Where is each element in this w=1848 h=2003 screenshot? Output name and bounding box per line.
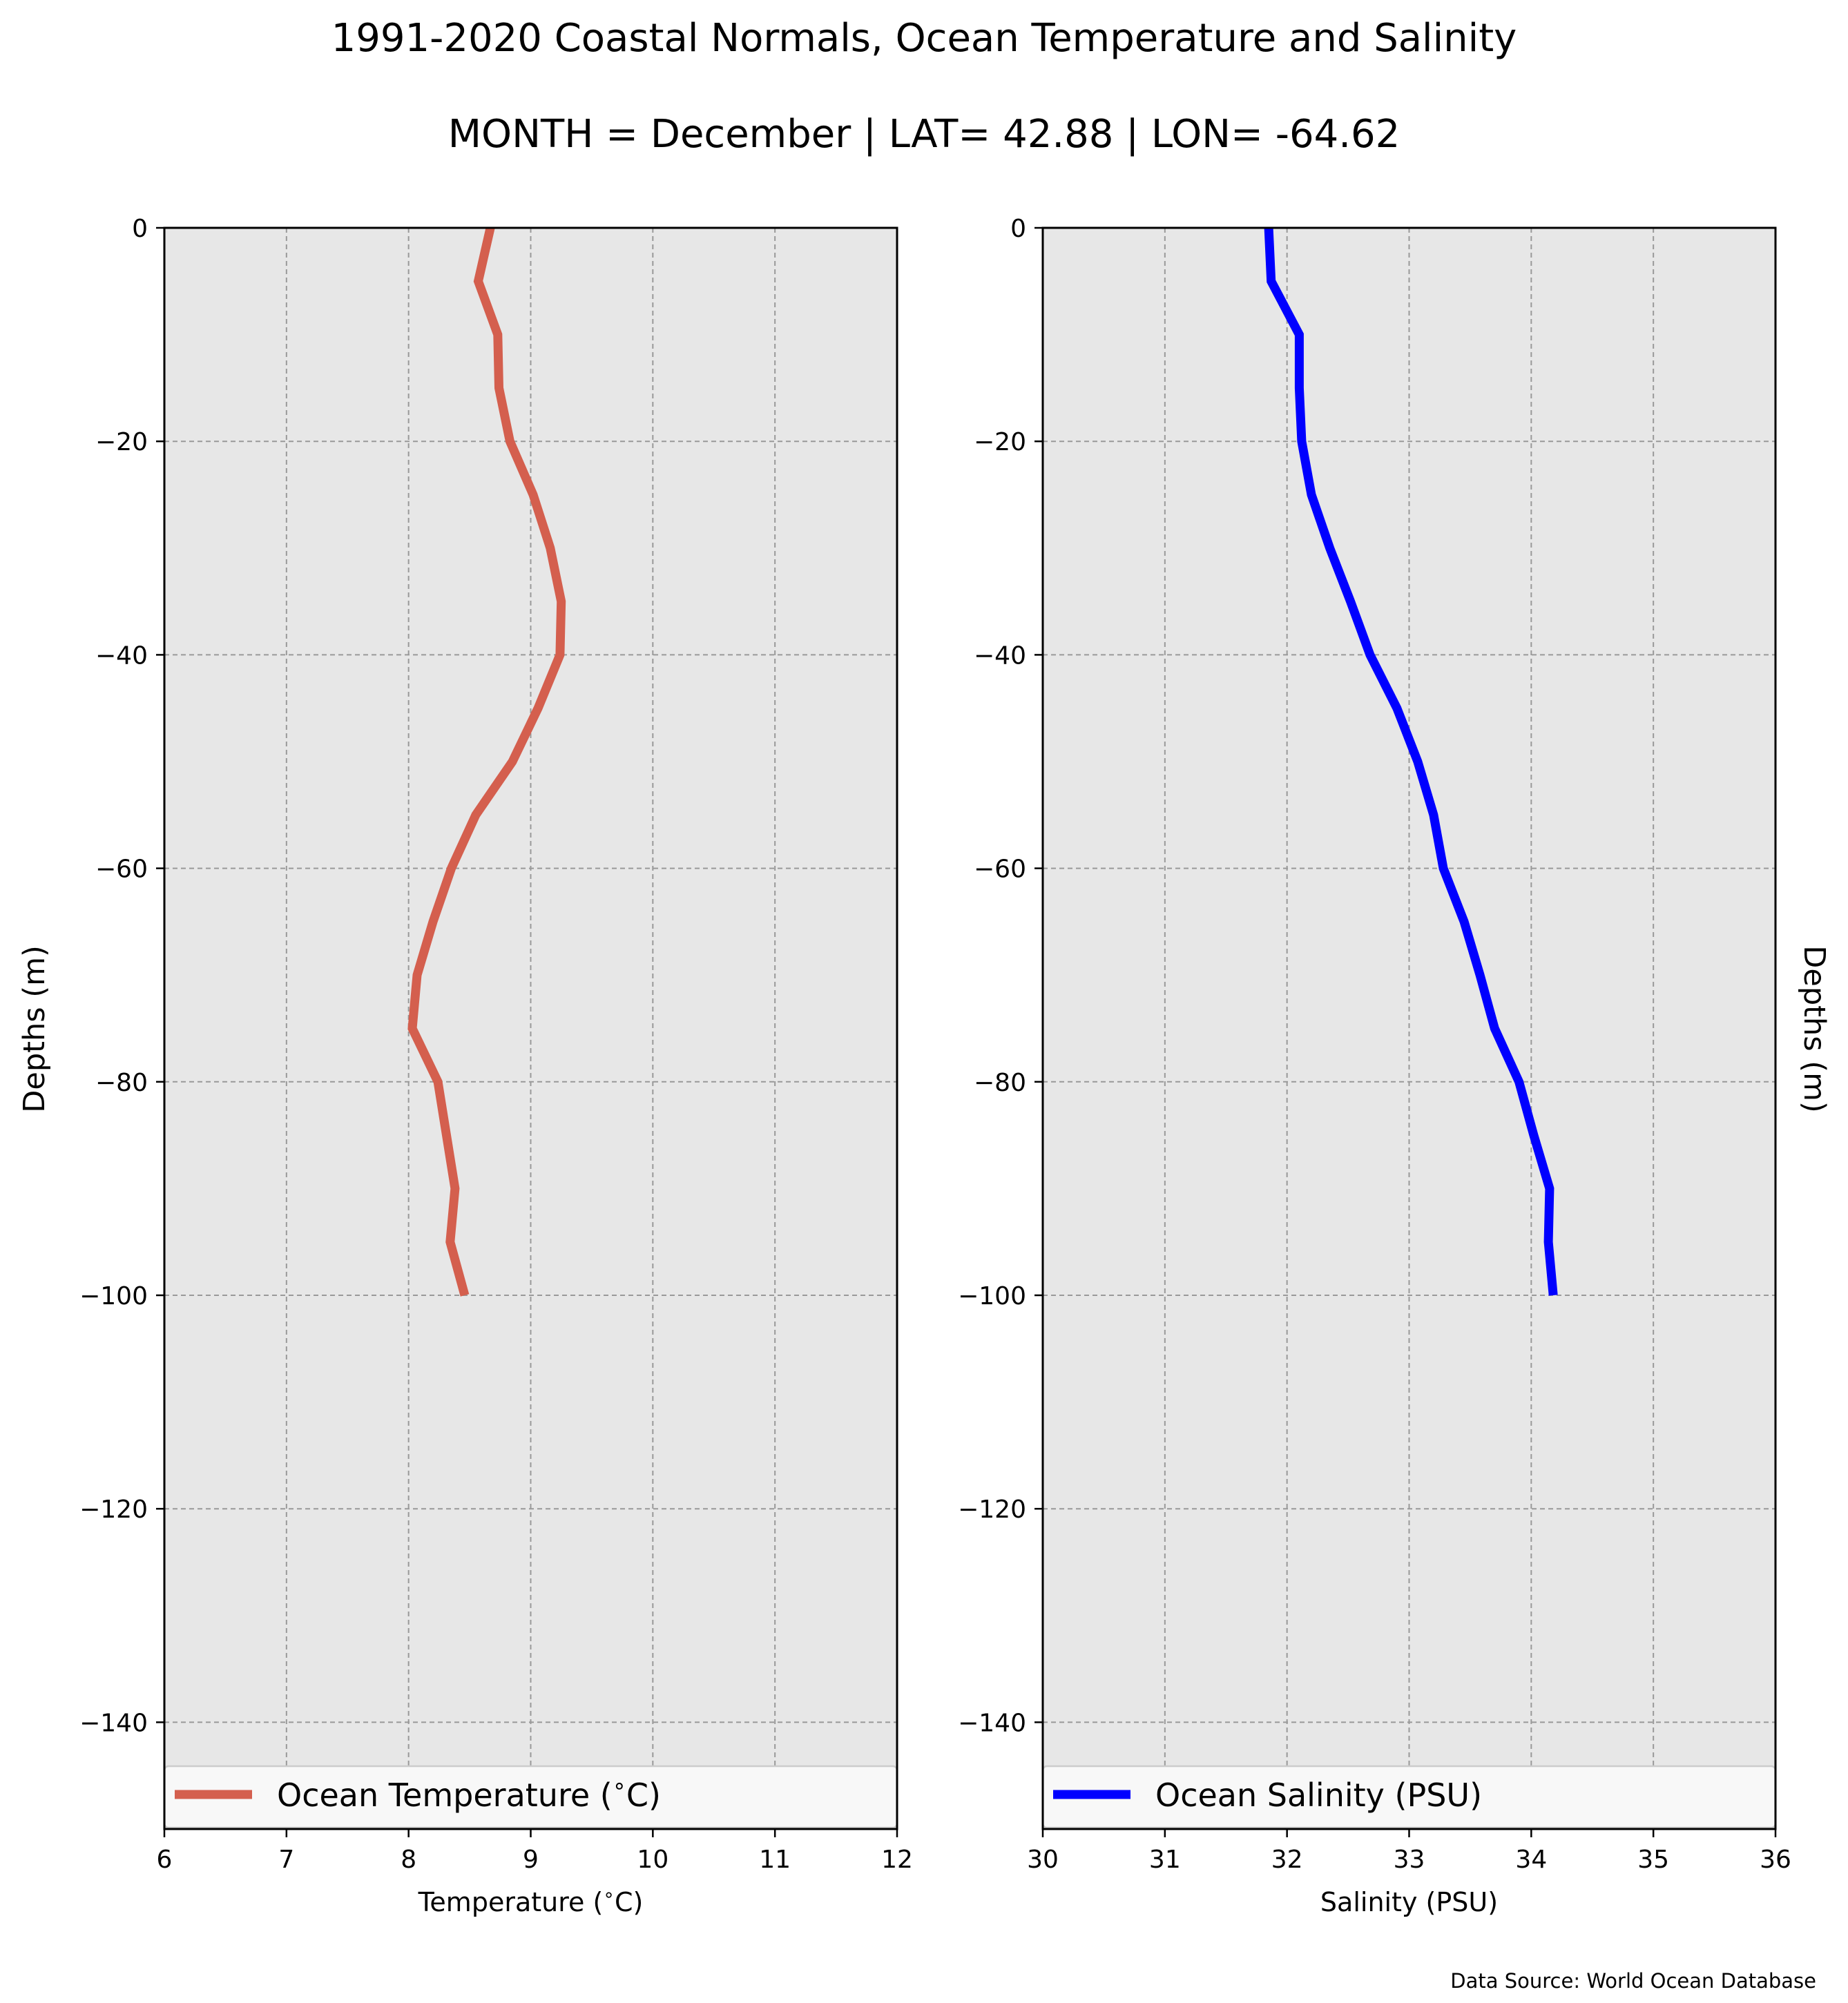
y-tick-label: −80 [974,1069,1026,1097]
y-tick-label: 0 [132,215,148,243]
x-tick-label: 36 [1760,1846,1791,1874]
y-tick-label: −120 [79,1496,148,1524]
x-tick-label: 33 [1394,1846,1425,1874]
y-axis-label: Depths (m) [17,945,52,1112]
y-tick-label: −140 [958,1709,1026,1737]
legend: Ocean Salinity (PSU) [1041,1765,1777,1829]
y-tick-label: −120 [958,1496,1026,1524]
x-tick-label: 31 [1149,1846,1181,1874]
x-tick-label: 12 [881,1846,913,1874]
legend: Ocean Temperature (∘C) [163,1765,898,1829]
y-tick-label: −100 [958,1282,1026,1310]
y-tick-label: −80 [95,1069,148,1097]
y-tick-label: −20 [974,428,1026,456]
temperature-panel: Ocean Temperature (∘C) 6 7 8 9 10 11 12 0 −20 −40 −… [17,215,913,1917]
x-tick-label: 10 [637,1846,668,1874]
x-tick-label: 32 [1271,1846,1303,1874]
series-line [407,226,566,1297]
x-tick-label: 34 [1515,1846,1547,1874]
salinity-panel: Ocean Salinity (PSU) 30 31 32 33 34 35 36 0 −20 −4… [958,215,1831,1917]
chart-subtitle: MONTH = December | LAT= 42.88 | LON= -64… [448,112,1401,157]
x-axis-label: Temperature (∘C) [418,1884,644,1918]
x-tick-label: 9 [523,1846,539,1874]
x-tick-label: 30 [1027,1846,1059,1874]
y-tick-label: −140 [79,1709,148,1737]
x-axis-label: Salinity (PSU) [1320,1887,1498,1917]
series-line [1264,227,1558,1296]
legend-label: Ocean Temperature (∘C) [277,1772,661,1814]
y-tick-label: −40 [974,641,1026,670]
y-tick-label: 0 [1010,215,1026,243]
x-tick-label: 11 [759,1846,791,1874]
x-tick-label: 6 [157,1846,173,1874]
y-tick-label: −20 [95,428,148,456]
legend-label: Ocean Salinity (PSU) [1155,1777,1482,1814]
y-tick-label: −60 [95,855,148,884]
chart-title: 1991-2020 Coastal Normals, Ocean Tempera… [331,16,1517,61]
x-tick-label: 35 [1637,1846,1669,1874]
y-tick-label: −60 [974,855,1026,884]
y-axis-label: Depths (m) [1797,945,1831,1112]
x-tick-label: 7 [278,1846,294,1874]
x-tick-label: 8 [401,1846,416,1874]
data-source-note: Data Source: World Ocean Database [1450,1969,1816,1993]
y-tick-label: −40 [95,641,148,670]
y-tick-label: −100 [79,1282,148,1310]
